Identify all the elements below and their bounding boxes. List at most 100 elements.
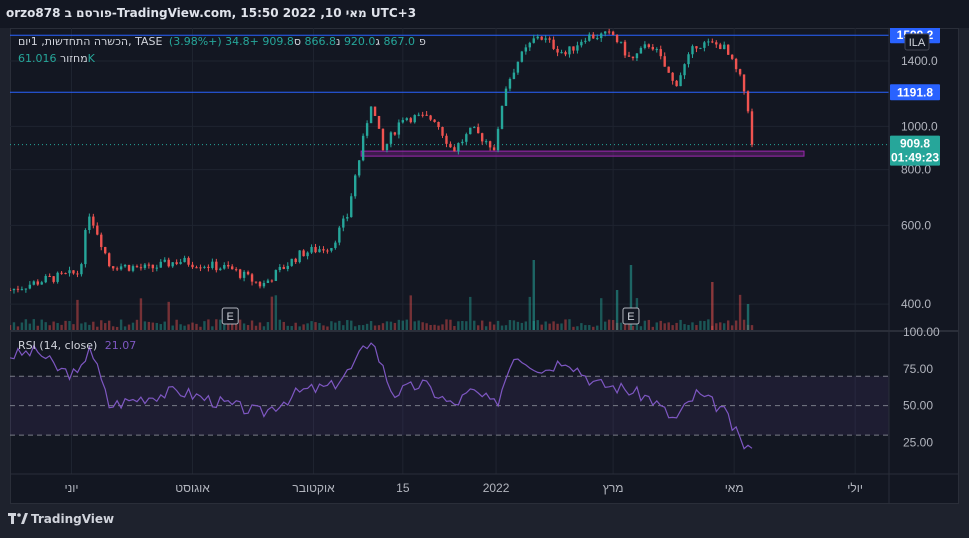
candle-body bbox=[123, 264, 127, 267]
volume-bar bbox=[104, 323, 107, 330]
candle-body bbox=[377, 115, 381, 129]
candle-body bbox=[723, 44, 726, 50]
volume-bar bbox=[397, 319, 401, 330]
candle-body bbox=[643, 44, 647, 48]
rsi-legend[interactable]: RSI (14, close) 21.07 bbox=[18, 339, 136, 352]
high-value: 920.0 bbox=[343, 35, 376, 48]
volume-bar bbox=[508, 320, 512, 330]
time-tick-label: 2022 bbox=[483, 481, 510, 495]
candle-body bbox=[413, 115, 416, 123]
volume-bar bbox=[147, 321, 151, 330]
candle-body bbox=[524, 47, 528, 52]
candle-body bbox=[119, 266, 123, 270]
volume-bar bbox=[492, 324, 496, 330]
volume-bar bbox=[405, 319, 408, 330]
candle-body bbox=[318, 249, 321, 253]
candle-body bbox=[532, 38, 535, 43]
volume-bar bbox=[338, 320, 341, 330]
volume-bar bbox=[127, 324, 131, 330]
volume-legend[interactable]: מחזור 61.016K bbox=[18, 52, 95, 65]
candle-body bbox=[175, 262, 178, 264]
candle-body bbox=[373, 106, 377, 116]
volume-bar bbox=[528, 296, 531, 330]
volume-bar bbox=[389, 321, 393, 330]
candle-body bbox=[473, 127, 476, 129]
candle-body bbox=[572, 46, 575, 51]
candle-body bbox=[425, 114, 428, 116]
candle-body bbox=[492, 147, 496, 151]
volume-bar bbox=[12, 322, 16, 330]
earnings-marker bbox=[221, 307, 239, 325]
symbol-legend[interactable]: הכשרה התחדשות, 1יום, TASE פ867.0 ג920.0 … bbox=[18, 35, 426, 48]
candle-body bbox=[453, 147, 456, 152]
volume-bar bbox=[16, 326, 20, 330]
volume-bar bbox=[544, 321, 547, 330]
rsi-label: RSI (14, close) bbox=[18, 339, 98, 352]
candle-body bbox=[580, 41, 583, 46]
candle-body bbox=[330, 247, 333, 251]
volume-bar bbox=[401, 320, 405, 330]
candle-body bbox=[258, 281, 262, 287]
candle-body bbox=[60, 272, 63, 274]
candle-body bbox=[512, 72, 516, 79]
volume-bar bbox=[20, 322, 24, 330]
volume-bar bbox=[663, 323, 666, 330]
rsi-value: 21.07 bbox=[104, 339, 137, 352]
volume-bar bbox=[409, 295, 412, 330]
volume-bar bbox=[143, 321, 147, 330]
candle-body bbox=[163, 259, 166, 262]
candle-body bbox=[223, 264, 226, 269]
candle-body bbox=[238, 269, 242, 278]
volume-bar bbox=[354, 326, 357, 330]
volume-bar bbox=[564, 319, 567, 330]
candle-body bbox=[326, 250, 329, 252]
volume-bar bbox=[88, 324, 91, 330]
candle-body bbox=[707, 41, 710, 43]
candle-body bbox=[500, 105, 504, 129]
candle-body bbox=[730, 54, 734, 59]
volume-bar bbox=[480, 320, 484, 330]
volume-bar bbox=[703, 321, 706, 330]
volume-bar bbox=[540, 324, 543, 330]
volume-bar bbox=[496, 320, 500, 330]
candle-body bbox=[346, 217, 349, 219]
volume-bar bbox=[80, 323, 83, 330]
volume-bar bbox=[76, 299, 79, 330]
candle-body bbox=[104, 247, 107, 254]
volume-bar bbox=[580, 323, 583, 330]
volume-bar bbox=[187, 324, 190, 330]
candle-body bbox=[417, 114, 420, 116]
volume-bar bbox=[643, 320, 647, 330]
volume-bar bbox=[361, 325, 365, 330]
candle-body bbox=[199, 267, 202, 269]
candle-body bbox=[48, 275, 51, 277]
candle-body bbox=[568, 46, 571, 55]
volume-bar bbox=[520, 322, 524, 330]
rsi-line bbox=[10, 342, 753, 450]
candle-body bbox=[286, 265, 289, 269]
volume-bar bbox=[512, 320, 516, 330]
low-label: נ bbox=[336, 35, 341, 48]
candle-body bbox=[449, 143, 452, 148]
candle-body bbox=[147, 264, 151, 266]
time-tick-label: יולי bbox=[847, 481, 863, 495]
price-tick-label: 1000.0 bbox=[901, 119, 938, 133]
volume-bar bbox=[115, 326, 119, 330]
volume-bar bbox=[262, 326, 266, 330]
volume-bar bbox=[421, 322, 424, 330]
candle-body bbox=[734, 58, 738, 70]
candle-body bbox=[32, 281, 36, 285]
volume-bar bbox=[238, 319, 242, 330]
close-label: ס bbox=[293, 35, 302, 48]
volume-bar bbox=[175, 319, 178, 330]
volume-bar bbox=[719, 322, 722, 330]
rsi-tick-label: 100.00 bbox=[903, 325, 940, 339]
volume-bar bbox=[278, 319, 282, 330]
candle-body bbox=[719, 44, 722, 50]
candle-body bbox=[480, 133, 484, 142]
candle-body bbox=[44, 275, 47, 283]
chart-canvas[interactable]: 400.0 600.0 800.0 1000.0 1400.0 25.00 50.00 75.… bbox=[10, 28, 959, 504]
volume-bar bbox=[52, 321, 55, 330]
volume-bar bbox=[28, 323, 32, 330]
volume-bar bbox=[119, 319, 123, 330]
